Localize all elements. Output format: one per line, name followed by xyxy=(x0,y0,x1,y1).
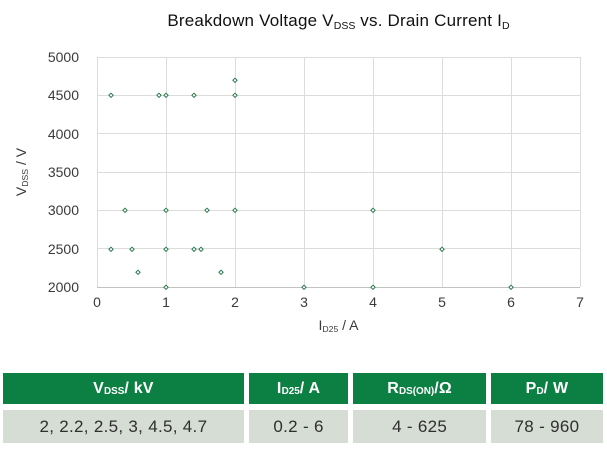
data-point-marker xyxy=(218,269,224,275)
y-axis-label: VDSS / V xyxy=(13,147,31,197)
data-point-marker xyxy=(191,92,197,98)
data-point-marker xyxy=(197,246,204,252)
x-axis-label: ID25 / A xyxy=(318,317,359,335)
data-point-marker xyxy=(232,92,238,98)
gridline-horizontal xyxy=(97,248,580,250)
gridline-horizontal xyxy=(97,286,580,288)
data-point-marker xyxy=(163,207,169,213)
y-tick-labels: 5000 4500 4000 3500 3000 2500 2000 xyxy=(38,49,88,295)
gridline-horizontal xyxy=(97,171,580,173)
x-tick-label: 0 xyxy=(93,294,101,310)
data-point-marker xyxy=(128,246,135,252)
table-value-cell: 4 - 625 xyxy=(353,410,486,443)
data-point-marker xyxy=(156,92,162,98)
data-point-marker xyxy=(439,246,445,252)
x-tick-label: 5 xyxy=(438,294,446,310)
x-tick-labels: 0 1 2 3 4 5 6 7 xyxy=(93,294,584,312)
data-point-marker xyxy=(232,207,238,213)
table-value-cell: 2, 2.2, 2.5, 3, 4.5, 4.7 xyxy=(3,410,244,443)
y-tick-label: 4000 xyxy=(47,125,79,142)
data-point-marker xyxy=(370,284,376,290)
data-point-marker xyxy=(232,77,238,83)
chart-title: Breakdown Voltage VDSS vs. Drain Current… xyxy=(167,11,510,32)
gridline-vertical xyxy=(579,57,581,287)
table-header-cell: I D25 / A xyxy=(248,373,349,404)
table-header-cell: R DS(ON)/Ω xyxy=(353,373,486,404)
scatter-chart: Breakdown Voltage VDSS vs. Drain Current… xyxy=(13,11,584,335)
y-tick-label: 2000 xyxy=(47,279,79,295)
data-point-marker xyxy=(108,246,114,252)
data-point-marker xyxy=(370,207,376,213)
x-tick-label: 4 xyxy=(369,294,377,310)
table-header-row: V DSS / kV I D25 / A R DS(ON)/Ω P D / W xyxy=(3,373,603,404)
y-tick-label: 2500 xyxy=(47,240,79,257)
data-point-marker xyxy=(163,92,169,98)
gridline-horizontal xyxy=(97,209,580,211)
x-tick-label: 6 xyxy=(507,294,515,310)
x-tick-label: 7 xyxy=(576,294,584,310)
data-point-marker xyxy=(301,284,307,290)
table-header-cell: V DSS / kV xyxy=(3,373,244,404)
plot-area xyxy=(96,56,581,290)
gridline-horizontal xyxy=(97,94,580,96)
gridline-horizontal xyxy=(97,133,580,135)
table-value-cell: 78 - 960 xyxy=(490,410,603,443)
x-tick-label: 2 xyxy=(231,294,239,310)
data-point-marker xyxy=(204,207,210,213)
gridline-horizontal xyxy=(97,56,580,58)
data-point-marker xyxy=(163,284,169,290)
data-point-marker xyxy=(122,207,128,213)
y-tick-label: 3500 xyxy=(47,164,79,180)
table-value-cell: 0.2 - 6 xyxy=(248,410,349,443)
data-point-marker xyxy=(508,284,514,290)
data-point-marker xyxy=(191,246,197,252)
x-tick-label: 3 xyxy=(300,294,308,310)
spec-table: V DSS / kV I D25 / A R DS(ON)/Ω P D / W 2, 2.2,… xyxy=(3,373,603,443)
data-point-marker xyxy=(108,92,114,98)
x-tick-label: 1 xyxy=(162,294,170,310)
y-tick-label: 5000 xyxy=(47,49,79,65)
y-tick-label: 3000 xyxy=(47,202,79,219)
data-point-marker xyxy=(163,246,169,252)
data-point-marker xyxy=(135,269,141,275)
y-tick-label: 4500 xyxy=(47,87,79,104)
